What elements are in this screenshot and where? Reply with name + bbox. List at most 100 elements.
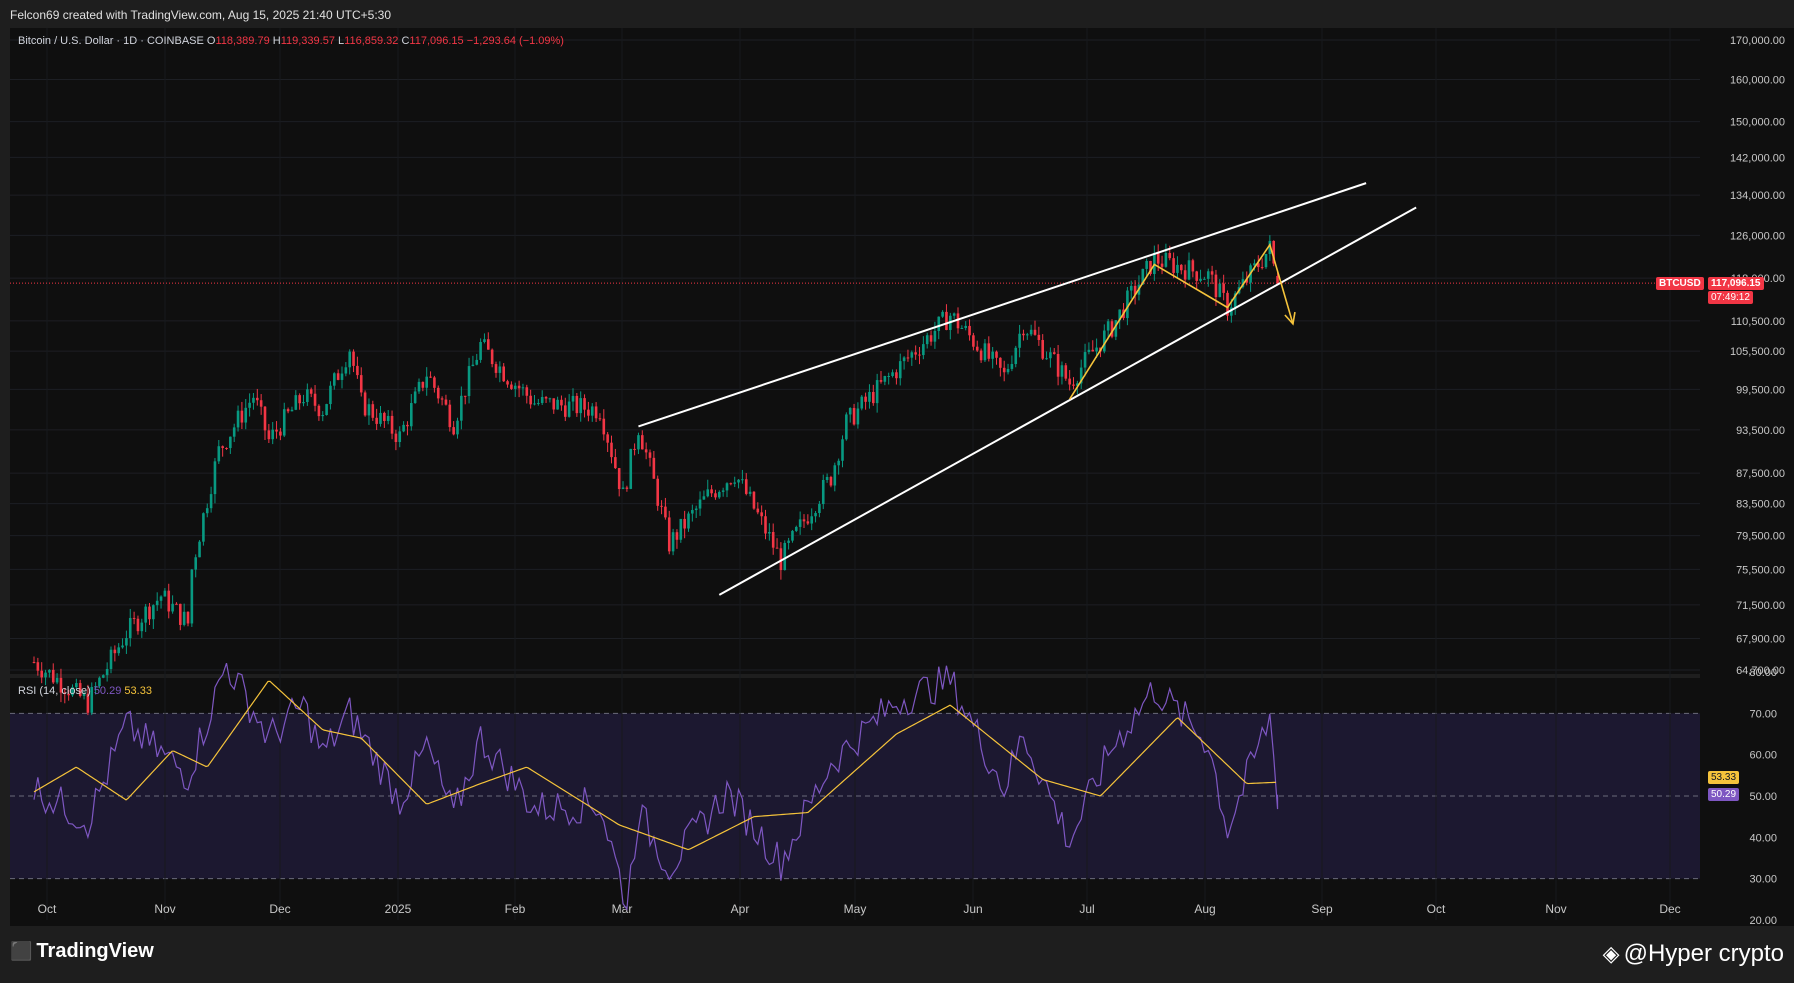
candle-body xyxy=(1210,271,1214,275)
time-axis-pane xyxy=(10,920,1794,926)
rsi-label: RSI (14, close) xyxy=(18,685,91,697)
candle-body xyxy=(810,516,813,524)
candle-body xyxy=(271,429,274,440)
rsi-ma-line xyxy=(33,680,1277,851)
candle-body xyxy=(94,686,97,688)
candle-body xyxy=(1241,279,1245,288)
candle-body xyxy=(1014,347,1018,365)
candle-body xyxy=(929,335,933,342)
candle-body xyxy=(140,622,144,632)
candle-body xyxy=(510,384,513,389)
candle-body xyxy=(1106,321,1110,331)
candle-body xyxy=(433,377,436,388)
rsi-tick-label: 60.00 xyxy=(1749,750,1777,762)
candle-body xyxy=(590,406,594,416)
rsi-line xyxy=(33,662,1279,911)
candle-body xyxy=(1033,329,1037,335)
candle-body xyxy=(529,395,532,405)
tradingview-logo[interactable]: ⬛ TradingView xyxy=(10,940,154,963)
price-tick-label: 99,500.00 xyxy=(1736,384,1785,396)
watermark-text: @Hyper crypto xyxy=(1623,940,1784,967)
candle-body xyxy=(764,516,767,534)
candle-body xyxy=(1245,279,1249,283)
candle-body xyxy=(964,325,967,328)
candle-body xyxy=(1129,285,1133,291)
candle-body xyxy=(1072,384,1075,386)
candle-body xyxy=(914,352,917,355)
candle-body xyxy=(105,668,109,676)
candle-body xyxy=(1041,340,1044,359)
candle-body xyxy=(494,364,498,373)
candle-body xyxy=(633,448,636,450)
candle-body xyxy=(906,357,910,359)
credit-text: Felcon69 created with TradingView.com, A… xyxy=(10,8,392,22)
candle-body xyxy=(933,330,937,342)
candle-body xyxy=(136,618,140,632)
rsi-legend: RSI (14, close) 50.29 53.33 xyxy=(18,685,152,697)
candle-body xyxy=(875,380,879,404)
candle-body xyxy=(282,409,286,436)
candle-body xyxy=(406,424,409,427)
time-tick-label: Oct xyxy=(1427,902,1446,916)
change-value: −1,293.64 (−1.09%) xyxy=(466,35,564,47)
candle-body xyxy=(533,403,536,405)
candle-body xyxy=(410,403,413,427)
candle-body xyxy=(679,518,683,540)
candle-body xyxy=(448,404,452,428)
candle-body xyxy=(1037,334,1041,341)
candle-body xyxy=(702,496,706,500)
candle-body xyxy=(229,436,232,449)
candle-body xyxy=(825,476,829,480)
candle-body xyxy=(525,387,529,396)
candle-body xyxy=(756,508,760,513)
candle-body xyxy=(891,372,894,377)
candle-body xyxy=(417,381,421,392)
candle-body xyxy=(244,407,248,423)
candle-body xyxy=(667,517,671,552)
price-tick-label: 134,000.00 xyxy=(1730,190,1785,202)
close-value: 117,096.15 xyxy=(409,35,464,47)
candle-body xyxy=(440,398,444,400)
candle-body xyxy=(987,343,991,359)
candle-body xyxy=(225,447,228,449)
candle-body xyxy=(452,427,455,435)
candle-body xyxy=(556,399,559,410)
low-value: 116,859.32 xyxy=(344,35,399,47)
candle-body xyxy=(1064,365,1068,379)
candle-body xyxy=(540,396,544,404)
candle-body xyxy=(425,376,428,388)
candle-body xyxy=(787,540,790,543)
candle-body xyxy=(706,489,710,497)
candle-body xyxy=(783,542,787,571)
candle-body xyxy=(279,431,282,436)
candle-body xyxy=(698,499,702,509)
candle-body xyxy=(548,398,552,400)
brand-text: TradingView xyxy=(36,940,154,962)
price-tick-label: 105,500.00 xyxy=(1730,346,1785,358)
candle-body xyxy=(614,457,617,469)
candle-body xyxy=(979,350,983,361)
candle-body xyxy=(82,693,86,696)
candle-body xyxy=(571,395,575,402)
candle-body xyxy=(267,430,271,440)
candle-body xyxy=(306,389,309,403)
candle-body xyxy=(1180,264,1183,271)
open-value: 118,389.79 xyxy=(215,35,270,47)
candle-body xyxy=(1133,285,1137,295)
candle-body xyxy=(175,603,178,605)
candle-body xyxy=(621,487,625,490)
pattern-arrowhead xyxy=(1284,311,1296,326)
candle-body xyxy=(232,427,236,437)
candle-body xyxy=(498,366,502,373)
time-tick-label: Feb xyxy=(505,902,526,916)
candle-body xyxy=(683,518,686,529)
candle-body xyxy=(379,412,382,424)
candle-body xyxy=(444,399,448,405)
candle-body xyxy=(1191,260,1195,272)
candle-body xyxy=(102,675,105,678)
candle-body xyxy=(1260,267,1264,269)
candle-body xyxy=(625,487,629,489)
candle-body xyxy=(802,519,806,522)
candle-body xyxy=(155,600,159,606)
